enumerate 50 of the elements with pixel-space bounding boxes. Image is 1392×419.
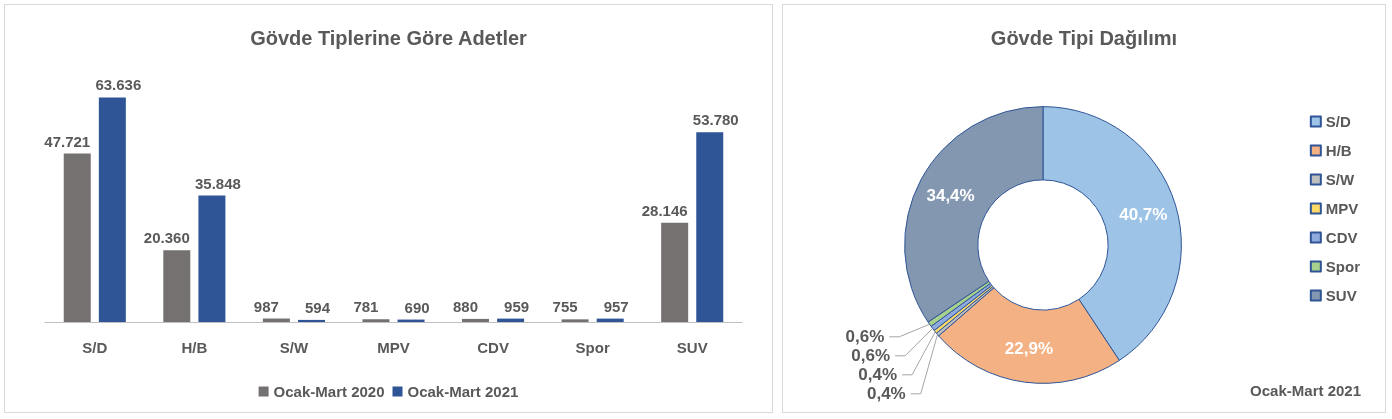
data-label: 22,9% [1004,339,1053,359]
data-label: 0,6% [851,346,891,366]
bar [198,195,226,322]
legend-label: Ocak-Mart 2021 [407,383,519,400]
x-tick-label: S/D [82,339,108,356]
data-label: 781 [353,298,379,316]
bar [98,97,126,322]
data-label: 0,4% [866,384,906,404]
data-label: 594 [304,298,331,316]
x-tick-label: CDV [477,339,509,356]
bar [362,319,390,322]
bar [163,250,191,322]
data-label: 957 [603,297,629,315]
legend-label: Spor [1325,258,1361,275]
legend-label: MPV [1325,200,1359,217]
chart-title: Gövde Tiplerine Göre Adetler [250,27,528,49]
data-label: 20.360 [143,229,190,247]
bar [661,222,689,322]
text: Ocak-Mart 2021 [1250,382,1362,399]
legend-label: S/D [1325,113,1351,130]
legend-label: H/B [1325,142,1352,159]
data-label: 0,4% [858,365,898,385]
x-tick-label: MPV [377,339,410,356]
bar [561,319,589,322]
data-label: 690 [404,298,430,316]
legend-label: CDV [1325,229,1358,246]
legend-label: S/W [1325,171,1355,188]
x-tick-label: S/W [279,339,309,356]
chart-title: Gövde Tipi Dağılımı [990,27,1178,49]
data-label: 987 [253,297,279,315]
x-tick-label: SUV [676,339,708,356]
data-label: 0,6% [845,327,885,347]
bar [297,319,325,322]
legend-label: Ocak-Mart 2020 [273,383,385,400]
data-label: 959 [504,297,530,315]
data-label: 28.146 [641,201,688,219]
bar [696,132,724,322]
data-label: 47.721 [44,132,91,150]
x-tick-label: Spor [575,339,610,356]
bar [462,318,490,322]
bar [63,153,91,322]
data-label: 34,4% [926,186,975,206]
data-label: 35.848 [194,174,241,192]
data-label: 880 [453,297,479,315]
x-tick-label: H/B [181,339,208,356]
legend-label: SUV [1325,287,1357,304]
data-label: 40,7% [1119,205,1168,225]
data-label: 755 [552,298,578,316]
data-label: 63.636 [95,76,142,94]
data-label: 53.780 [692,111,739,129]
